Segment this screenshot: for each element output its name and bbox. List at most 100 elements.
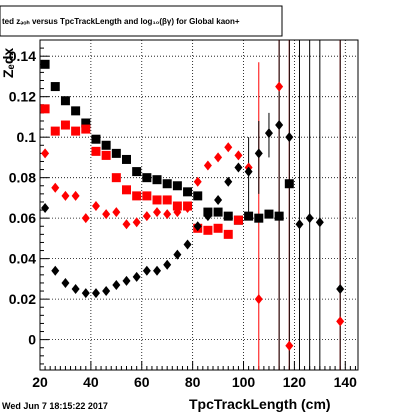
x-tick-label: 140 <box>334 374 358 390</box>
data-point <box>193 221 202 232</box>
data-point <box>203 160 212 171</box>
data-point <box>122 219 131 230</box>
data-point <box>102 286 111 297</box>
data-point <box>183 187 193 197</box>
data-point <box>172 201 182 211</box>
data-point <box>142 191 152 201</box>
data-point <box>274 211 284 221</box>
x-tick-label: 80 <box>185 374 201 390</box>
data-point <box>223 229 233 239</box>
y-tick-labels: 0 0.02 0.04 0.06 0.08 0.1 0.12 0.14 <box>9 48 36 347</box>
data-point <box>81 124 91 134</box>
data-point <box>173 249 182 260</box>
data-point <box>264 128 273 139</box>
data-point <box>223 211 233 221</box>
data-point <box>234 162 243 173</box>
data-point <box>162 195 172 205</box>
data-point <box>40 59 50 69</box>
data-point <box>254 213 264 223</box>
data-point <box>101 140 111 150</box>
data-point <box>233 215 243 225</box>
data-point <box>244 211 254 221</box>
data-point <box>51 182 60 193</box>
data-point <box>50 126 60 136</box>
data-point <box>132 217 141 228</box>
data-point <box>121 154 131 164</box>
data-point <box>275 81 284 92</box>
data-point <box>254 294 263 305</box>
data-point <box>60 96 70 106</box>
data-point <box>61 190 70 201</box>
data-point <box>142 265 151 276</box>
data-point <box>40 104 50 114</box>
data-point <box>111 148 121 158</box>
data-point <box>132 191 142 201</box>
data-point <box>41 148 50 159</box>
data-point <box>213 223 223 233</box>
data-point <box>305 213 314 224</box>
data-point <box>203 211 212 222</box>
data-point <box>60 120 70 130</box>
data-point <box>172 181 182 191</box>
y-tick-label: 0 <box>28 332 36 348</box>
data-point <box>81 288 90 299</box>
data-point <box>153 265 162 276</box>
data-point <box>183 203 192 214</box>
y-axis-title: Zₑdx <box>0 48 16 78</box>
y-tick-label: 0.02 <box>9 291 36 307</box>
data-point <box>71 284 80 295</box>
data-point <box>285 132 294 143</box>
timestamp: Wed Jun 7 18:15:22 2017 <box>2 401 108 411</box>
data-point <box>111 173 121 183</box>
x-tick-label: 40 <box>83 374 99 390</box>
data-point <box>295 219 304 230</box>
data-point <box>213 207 223 217</box>
data-point <box>203 225 213 235</box>
data-point <box>81 118 91 128</box>
data-point <box>285 340 294 351</box>
data-point <box>193 176 202 187</box>
data-point <box>71 106 81 116</box>
data-point <box>91 134 101 144</box>
y-tick-label: 0.08 <box>9 170 36 186</box>
data-point <box>234 150 243 161</box>
data-point <box>214 194 223 205</box>
data-point <box>244 166 253 177</box>
data-point <box>132 271 141 282</box>
data-point <box>336 316 345 327</box>
data-point <box>224 176 233 187</box>
data-point <box>91 201 100 212</box>
data-point <box>163 259 172 270</box>
data-point <box>101 150 111 160</box>
data-point <box>162 179 172 189</box>
data-point <box>81 213 90 224</box>
data-point <box>122 275 131 286</box>
data-point <box>284 179 294 189</box>
data-point <box>315 217 324 228</box>
data-point <box>193 191 203 201</box>
x-tick-labels: 20 40 60 80 100 120 140 <box>32 374 357 390</box>
axis-ticks <box>39 39 356 370</box>
x-tick-label: 60 <box>134 374 150 390</box>
data-point <box>102 209 111 220</box>
data-point <box>91 146 101 156</box>
plot-frame <box>39 39 359 371</box>
data-point <box>121 185 131 195</box>
data-point <box>51 265 60 276</box>
x-tick-label: 20 <box>32 374 48 390</box>
x-tick-label: 120 <box>283 374 307 390</box>
data-point <box>152 175 162 185</box>
data-point <box>91 288 100 299</box>
grid <box>39 40 358 370</box>
data-point <box>163 209 172 220</box>
y-tick-label: 0.04 <box>9 251 36 267</box>
y-tick-label: 0.12 <box>9 89 36 105</box>
data-point <box>132 167 142 177</box>
data-point <box>142 211 151 222</box>
data-point <box>112 279 121 290</box>
title-box: ted zₔₒₕ versus TpcTrackLength and log₁₀… <box>0 5 283 37</box>
y-tick-label: 0.06 <box>9 210 36 226</box>
data-point <box>153 207 162 218</box>
data-point <box>224 142 233 153</box>
data-point <box>264 209 274 219</box>
